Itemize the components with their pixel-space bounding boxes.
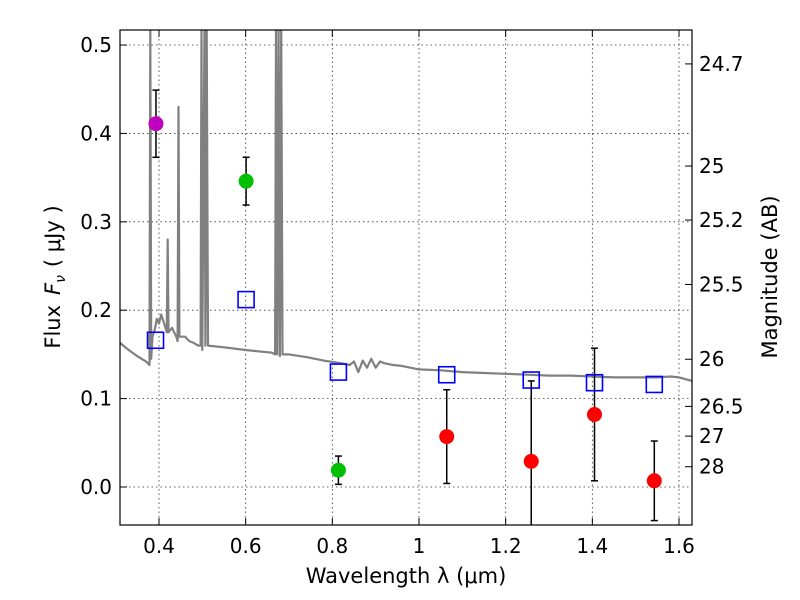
model-photometry-square <box>437 365 456 384</box>
observed-flux-point <box>238 173 254 189</box>
data-point-layer <box>146 116 664 489</box>
x-tick-label: 1.2 <box>490 534 522 558</box>
y-tick-label: 0.2 <box>80 298 112 322</box>
model-photometry-square <box>237 290 255 309</box>
tick-marks <box>120 30 692 525</box>
observed-flux-point <box>587 407 602 423</box>
model-photometry-square <box>585 373 604 392</box>
mag-tick-label: 28 <box>699 455 724 479</box>
observed-flux-point <box>646 473 662 489</box>
observed-flux-point <box>523 453 539 469</box>
x-tick-label: 1.6 <box>663 534 695 558</box>
x-axis-label: Wavelength λ (μm) <box>306 564 507 588</box>
model-photometry-square <box>146 331 165 350</box>
plot-frame <box>119 29 693 526</box>
y-tick-label: 0.1 <box>80 387 112 411</box>
x-tick-label: 0.8 <box>316 534 348 558</box>
mag-tick-label: 27 <box>699 424 724 448</box>
mag-tick-label: 24.7 <box>699 52 744 76</box>
y-axis-label: FluxFν( μJy ) <box>41 205 69 348</box>
right-axis-label: Magnitude (AB) <box>758 195 782 358</box>
sed-curve-layer <box>120 30 692 382</box>
errorbar-layer <box>152 89 658 525</box>
mag-tick-label: 25 <box>699 154 724 178</box>
mag-tick-label: 25.5 <box>699 272 744 296</box>
y-tick-label: 0.0 <box>80 475 112 499</box>
y-tick-label: 0.4 <box>80 121 112 145</box>
observed-flux-point <box>439 429 455 445</box>
model-photometry-square <box>645 375 664 394</box>
observed-flux-point <box>330 462 346 478</box>
x-tick-label: 0.6 <box>230 534 262 558</box>
x-tick-label: 1 <box>413 534 426 558</box>
y-tick-label: 0.5 <box>80 33 112 57</box>
mag-tick-label: 26 <box>699 347 724 371</box>
model-photometry-square <box>522 371 541 389</box>
grid-lines <box>120 30 692 525</box>
model-photometry-square <box>329 363 348 381</box>
y-tick-label: 0.3 <box>80 210 112 234</box>
mag-tick-label: 25.2 <box>699 208 744 232</box>
x-tick-label: 1.4 <box>576 534 608 558</box>
mag-tick-label: 26.5 <box>699 394 744 418</box>
tick-labels: 0.4 0.6 0.8 1 1.2 1.4 1.6 0.0 0.1 0.2 0.3 0.4 0.5 24.… <box>80 33 743 558</box>
x-tick-label: 0.4 <box>143 534 175 558</box>
observed-flux-point <box>148 116 164 132</box>
sed-model-curve <box>120 30 692 382</box>
